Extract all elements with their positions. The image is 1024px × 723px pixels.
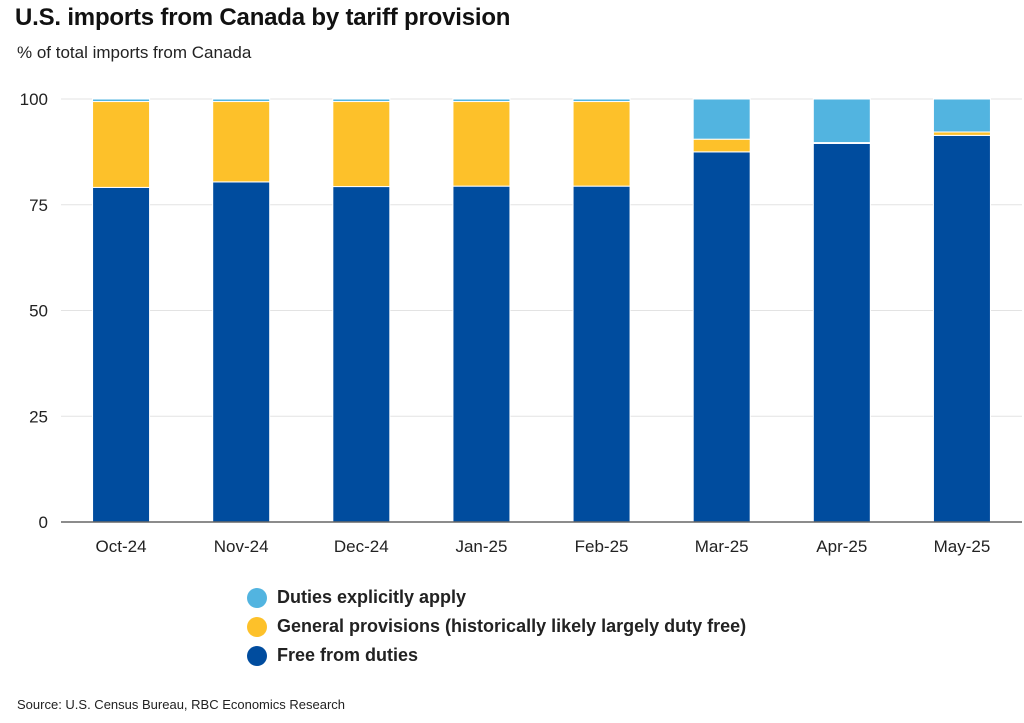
bar-segment-free — [932, 134, 991, 523]
legend-label: Duties explicitly apply — [277, 587, 467, 607]
legend-item-duties: Duties explicitly apply — [247, 583, 746, 612]
x-tick-label: Jan-25 — [455, 537, 507, 556]
x-tick-label: Dec-24 — [334, 537, 389, 556]
bar-stack — [212, 98, 271, 523]
stacked-bar-chart: 0 25 50 75 100 Oct-24 Nov-24 Dec-24 Jan-25 Feb-2… — [20, 90, 1022, 556]
y-axis-ticks: 0 25 50 75 100 — [20, 90, 48, 532]
x-tick-label: Nov-24 — [214, 537, 269, 556]
bar-segment-duties — [92, 98, 151, 103]
legend-label: Free from duties — [277, 645, 419, 665]
bars — [92, 98, 991, 523]
bar-stack — [692, 98, 751, 523]
bar-stack — [812, 98, 871, 523]
bar-stack — [932, 98, 991, 523]
bar-stack — [92, 98, 151, 523]
y-tick-label: 75 — [29, 196, 48, 215]
bar-segment-free — [452, 185, 511, 523]
bar-stack — [572, 98, 631, 523]
bar-segment-free — [332, 186, 391, 523]
x-tick-label: Apr-25 — [816, 537, 867, 556]
bar-segment-general — [92, 101, 151, 188]
chart-title: U.S. imports from Canada by tariff provi… — [15, 4, 511, 31]
bar-segment-duties — [932, 98, 991, 133]
y-tick-label: 50 — [29, 302, 48, 321]
x-axis-ticks: Oct-24 Nov-24 Dec-24 Jan-25 Feb-25 Mar-25 Apr-… — [96, 537, 991, 556]
legend-swatch-free-icon — [247, 645, 267, 666]
bar-segment-duties — [212, 98, 271, 103]
bar-segment-free — [692, 151, 751, 523]
source-note: Source: U.S. Census Bureau, RBC Economic… — [17, 697, 346, 712]
bar-segment-duties — [452, 98, 511, 103]
bar-segment-general — [572, 101, 631, 187]
x-tick-label: Feb-25 — [575, 537, 629, 556]
bar-segment-duties — [332, 98, 391, 103]
x-tick-label: Mar-25 — [695, 537, 749, 556]
x-tick-label: May-25 — [934, 537, 991, 556]
y-tick-label: 25 — [29, 407, 48, 426]
bar-segment-general — [212, 101, 271, 183]
bar-segment-duties — [572, 98, 631, 103]
legend-label: General provisions (historically likely … — [277, 616, 747, 636]
legend-item-free: Free from duties — [247, 641, 746, 670]
bar-segment-free — [572, 185, 631, 523]
bar-segment-duties — [692, 98, 751, 140]
legend-swatch-duties-icon — [247, 587, 267, 608]
bar-segment-general — [692, 138, 751, 153]
bar-segment-free — [212, 181, 271, 523]
y-tick-label: 100 — [20, 90, 48, 109]
bar-segment-general — [332, 101, 391, 188]
bar-segment-duties — [812, 98, 871, 144]
legend: Duties explicitly apply General provisio… — [247, 583, 746, 670]
bar-segment-general — [452, 101, 511, 187]
bar-stack — [332, 98, 391, 523]
gridlines — [61, 98, 1022, 417]
legend-swatch-general-icon — [247, 616, 267, 637]
bar-segment-free — [812, 142, 871, 523]
bar-stack — [452, 98, 511, 523]
bar-segment-free — [92, 186, 151, 523]
x-tick-label: Oct-24 — [96, 537, 147, 556]
chart-subtitle: % of total imports from Canada — [17, 43, 252, 62]
bar-segment-general — [932, 131, 991, 136]
y-tick-label: 0 — [39, 513, 48, 532]
legend-item-general: General provisions (historically likely … — [247, 612, 746, 641]
